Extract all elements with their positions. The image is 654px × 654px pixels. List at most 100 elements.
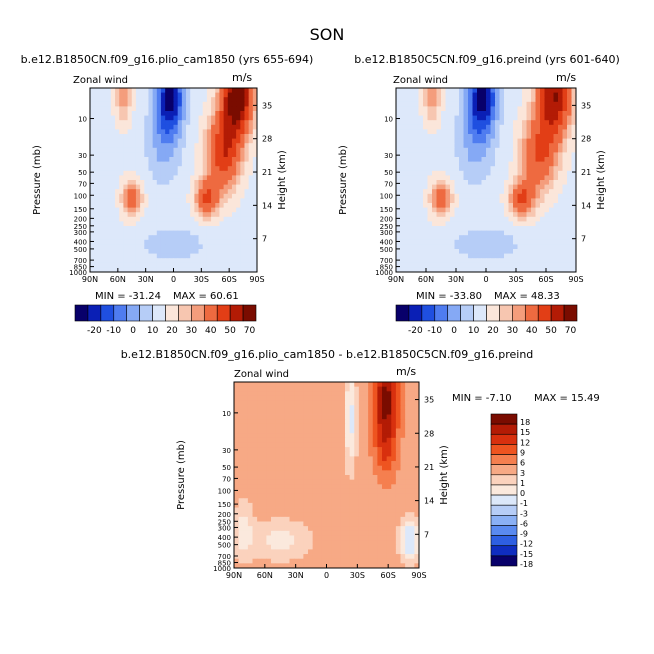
heatmap-cell [119,193,124,199]
heatmap-cell [215,161,220,167]
heatmap-cell [247,391,253,397]
heatmap-cell [400,170,406,176]
heatmap-cell [535,152,541,158]
heatmap-cell [490,184,496,190]
heatmap-cell [445,129,451,135]
heatmap-cell [441,134,446,139]
heatmap-cell [405,554,411,560]
heatmap-cell [441,193,446,199]
colorbar-swatch [126,304,140,322]
heatmap-cell [331,405,337,411]
heatmap-cell [271,451,277,457]
heatmap-cell [459,170,464,176]
heatmap-cell [427,88,433,93]
heatmap-cell [211,216,216,222]
heatmap-cell [169,216,174,222]
heatmap-cell [206,226,212,231]
heatmap-cell [127,161,133,167]
heatmap-cell [468,226,473,231]
heatmap-cell [368,386,374,392]
heatmap-cell [165,267,170,273]
heatmap-cell [409,516,415,522]
heatmap-cell [513,101,518,107]
heatmap-cell [522,134,527,139]
heatmap-cell [321,442,327,448]
heatmap-cell [144,101,149,107]
heatmap-cell [468,147,473,153]
heatmap-cell [481,216,487,222]
heatmap-cell [354,423,360,429]
heatmap-cell [372,563,378,569]
heatmap-cell [223,235,229,241]
heatmap-cell [115,92,120,98]
heatmap-cell [331,516,337,522]
heatmap-cell [535,157,541,162]
heatmap-cell [544,198,550,204]
heatmap-cell [266,437,272,443]
heatmap-cell [231,143,237,149]
heatmap-cell [294,391,300,397]
heatmap-cell [266,530,272,536]
heatmap-cell [261,502,267,508]
heatmap-cell [567,216,572,222]
heatmap-cell [414,138,419,144]
heatmap-cell [481,147,487,153]
heatmap-cell [445,97,451,103]
heatmap-cell [567,111,572,116]
heatmap-cell [495,157,500,162]
heatmap-cell [499,221,505,227]
heatmap-cell [558,97,563,103]
heatmap-cell [540,115,545,121]
heatmap-cell [98,267,103,273]
heatmap-cell [223,212,229,218]
heatmap-cell [441,198,446,204]
heatmap-cell [240,143,245,149]
heatmap-cell [248,184,254,190]
heatmap-cell [123,207,128,213]
heatmap-cell [194,193,199,199]
heatmap-cell [468,267,473,273]
heatmap-cell [127,193,133,199]
heatmap-cell [223,143,229,149]
heatmap-cell [562,198,568,204]
heatmap-cell [540,207,545,213]
heatmap-cell [386,465,392,471]
heatmap-cell [427,180,433,185]
heatmap-cell [386,423,392,429]
heatmap-cell [206,235,212,241]
heatmap-cell [169,138,174,144]
heatmap-cell [173,92,179,98]
heatmap-cell [472,239,478,245]
heatmap-cell [513,152,518,158]
heatmap-cell [432,101,437,107]
heatmap-cell [508,207,514,213]
y-tick-label: 10 [78,116,87,124]
heatmap-cell [289,437,295,443]
heatmap-cell [206,124,212,130]
heatmap-cell [198,124,204,130]
heatmap-cell [372,433,378,439]
heatmap-cell [257,563,263,569]
heatmap-cell [156,138,162,144]
heatmap-cell [152,212,158,218]
heatmap-cell [152,239,158,245]
colorbar-swatch [434,304,449,322]
heatmap-cell [280,405,286,411]
heatmap-cell [522,230,527,236]
heatmap-cell [238,549,244,555]
heatmap-cell [261,400,267,406]
heatmap-cell [463,198,469,204]
heatmap-cell [252,549,258,555]
heatmap-cell [477,249,482,254]
heatmap-cell [156,120,162,126]
heatmap-cell [549,249,554,254]
heatmap-cell [345,475,351,481]
heatmap-cell [194,157,199,162]
heatmap-cell [409,258,415,264]
heatmap-cell [531,244,536,250]
heatmap-cell [240,175,245,181]
heatmap-cell [405,419,411,425]
heatmap-cell [110,175,116,181]
heatmap-cell [427,235,433,241]
heatmap-cell [231,207,237,213]
